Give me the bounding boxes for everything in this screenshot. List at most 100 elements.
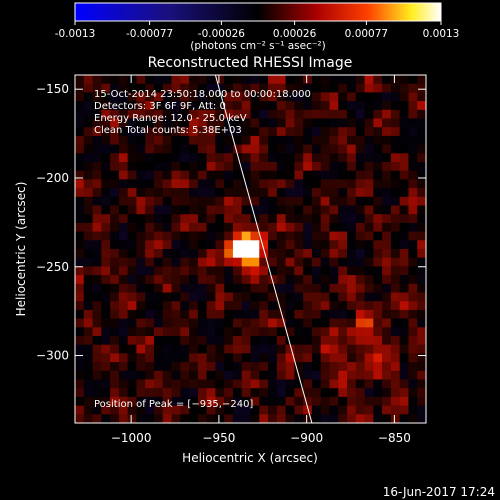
heatmap-cell — [110, 405, 120, 415]
heatmap-cell — [347, 362, 357, 372]
heatmap-cell — [355, 275, 366, 285]
heatmap-cell — [320, 205, 330, 215]
heatmap-cell — [215, 214, 225, 224]
heatmap-cell — [399, 196, 409, 206]
heatmap-cell — [180, 170, 190, 180]
heatmap-cell — [347, 318, 357, 328]
heatmap-cell — [145, 153, 155, 163]
heatmap-cell — [417, 144, 426, 154]
heatmap-cell — [241, 83, 251, 93]
heatmap-cell — [224, 153, 234, 163]
heatmap-cell — [373, 222, 383, 233]
heatmap-cell — [215, 109, 225, 119]
heatmap-cell — [118, 318, 129, 328]
heatmap-cell — [153, 179, 164, 189]
heatmap-cell — [355, 75, 366, 85]
heatmap-cell — [83, 257, 94, 267]
heatmap-cell — [355, 414, 366, 423]
heatmap-cell — [110, 266, 120, 276]
heatmap-cell — [92, 75, 102, 85]
heatmap-cell — [171, 240, 181, 250]
heatmap-cell — [189, 92, 199, 102]
heatmap-cell — [206, 231, 216, 241]
heatmap-cell — [408, 118, 418, 128]
heatmap-cell — [355, 127, 366, 137]
heatmap-cell — [206, 83, 216, 93]
heatmap-cell — [355, 179, 366, 189]
heatmap-cell — [329, 370, 339, 380]
heatmap-cell — [294, 266, 304, 276]
colorbar-tick-label: -0.00026 — [198, 28, 246, 40]
heatmap-cell — [311, 83, 322, 93]
heatmap-cell — [399, 292, 409, 302]
heatmap-cell — [285, 353, 295, 363]
heatmap-cell — [118, 196, 129, 206]
heatmap-cell — [373, 205, 383, 215]
heatmap-cell — [417, 370, 426, 380]
heatmap-cell — [153, 144, 164, 154]
heatmap-cell — [215, 414, 225, 423]
heatmap-cell — [136, 240, 146, 250]
heatmap-cell — [145, 205, 155, 215]
heatmap-cell — [364, 257, 374, 267]
heatmap-cell — [127, 214, 137, 224]
heatmap-cell — [83, 283, 94, 293]
heatmap-cell — [408, 162, 418, 172]
heatmap-cell — [303, 292, 313, 302]
heatmap-cell — [285, 231, 295, 241]
heatmap-cell — [382, 249, 392, 259]
heatmap-cell — [408, 101, 418, 111]
heatmap-cell — [268, 249, 278, 259]
heatmap-cell — [268, 327, 278, 337]
heatmap-cell — [311, 205, 322, 215]
heatmap-cell — [303, 188, 313, 198]
footer-date: 16-Jun-2017 17:24 — [383, 485, 495, 499]
heatmap-cell — [408, 196, 418, 206]
heatmap-cell — [171, 353, 181, 363]
heatmap-cell — [285, 179, 295, 189]
heatmap-cell — [101, 144, 111, 154]
heatmap-cell — [232, 118, 243, 128]
heatmap-cell — [338, 336, 348, 346]
heatmap-cell — [250, 249, 260, 259]
heatmap-cell — [250, 144, 260, 154]
heatmap-cell — [127, 292, 137, 302]
heatmap-cell — [171, 414, 181, 423]
heatmap-cell — [232, 127, 243, 137]
heatmap-cell — [364, 127, 374, 137]
heatmap-cell — [303, 266, 313, 276]
heatmap-cell — [136, 135, 146, 146]
heatmap-cell — [373, 135, 383, 146]
heatmap-cell — [206, 344, 216, 354]
heatmap-cell — [206, 283, 216, 293]
heatmap-cell — [355, 188, 366, 198]
heatmap-cell — [197, 214, 208, 224]
heatmap-cell — [83, 240, 94, 250]
heatmap-cell — [373, 353, 383, 363]
heatmap-cell — [259, 292, 269, 302]
heatmap-cell — [399, 153, 409, 163]
heatmap-cell — [399, 336, 409, 346]
heatmap-cell — [268, 153, 278, 163]
heatmap-cell — [241, 153, 251, 163]
heatmap-cell — [364, 240, 374, 250]
heatmap-cell — [171, 205, 181, 215]
heatmap-cell — [127, 283, 137, 293]
heatmap-cell — [294, 353, 304, 363]
heatmap-cell — [189, 83, 199, 93]
heatmap-cell — [329, 153, 339, 163]
heatmap-cell — [153, 336, 164, 346]
heatmap-cell — [92, 301, 102, 311]
heatmap-cell — [320, 92, 330, 102]
heatmap-cell — [417, 196, 426, 206]
heatmap-cell — [285, 188, 295, 198]
heatmap-cell — [101, 205, 111, 215]
heatmap-cell — [171, 92, 181, 102]
heatmap-cell — [294, 135, 304, 146]
heatmap-cell — [75, 188, 85, 198]
heatmap-cell — [206, 327, 216, 337]
heatmap-cell — [101, 405, 111, 415]
heatmap-cell — [303, 344, 313, 354]
heatmap-cell — [417, 327, 426, 337]
heatmap-cell — [320, 318, 330, 328]
